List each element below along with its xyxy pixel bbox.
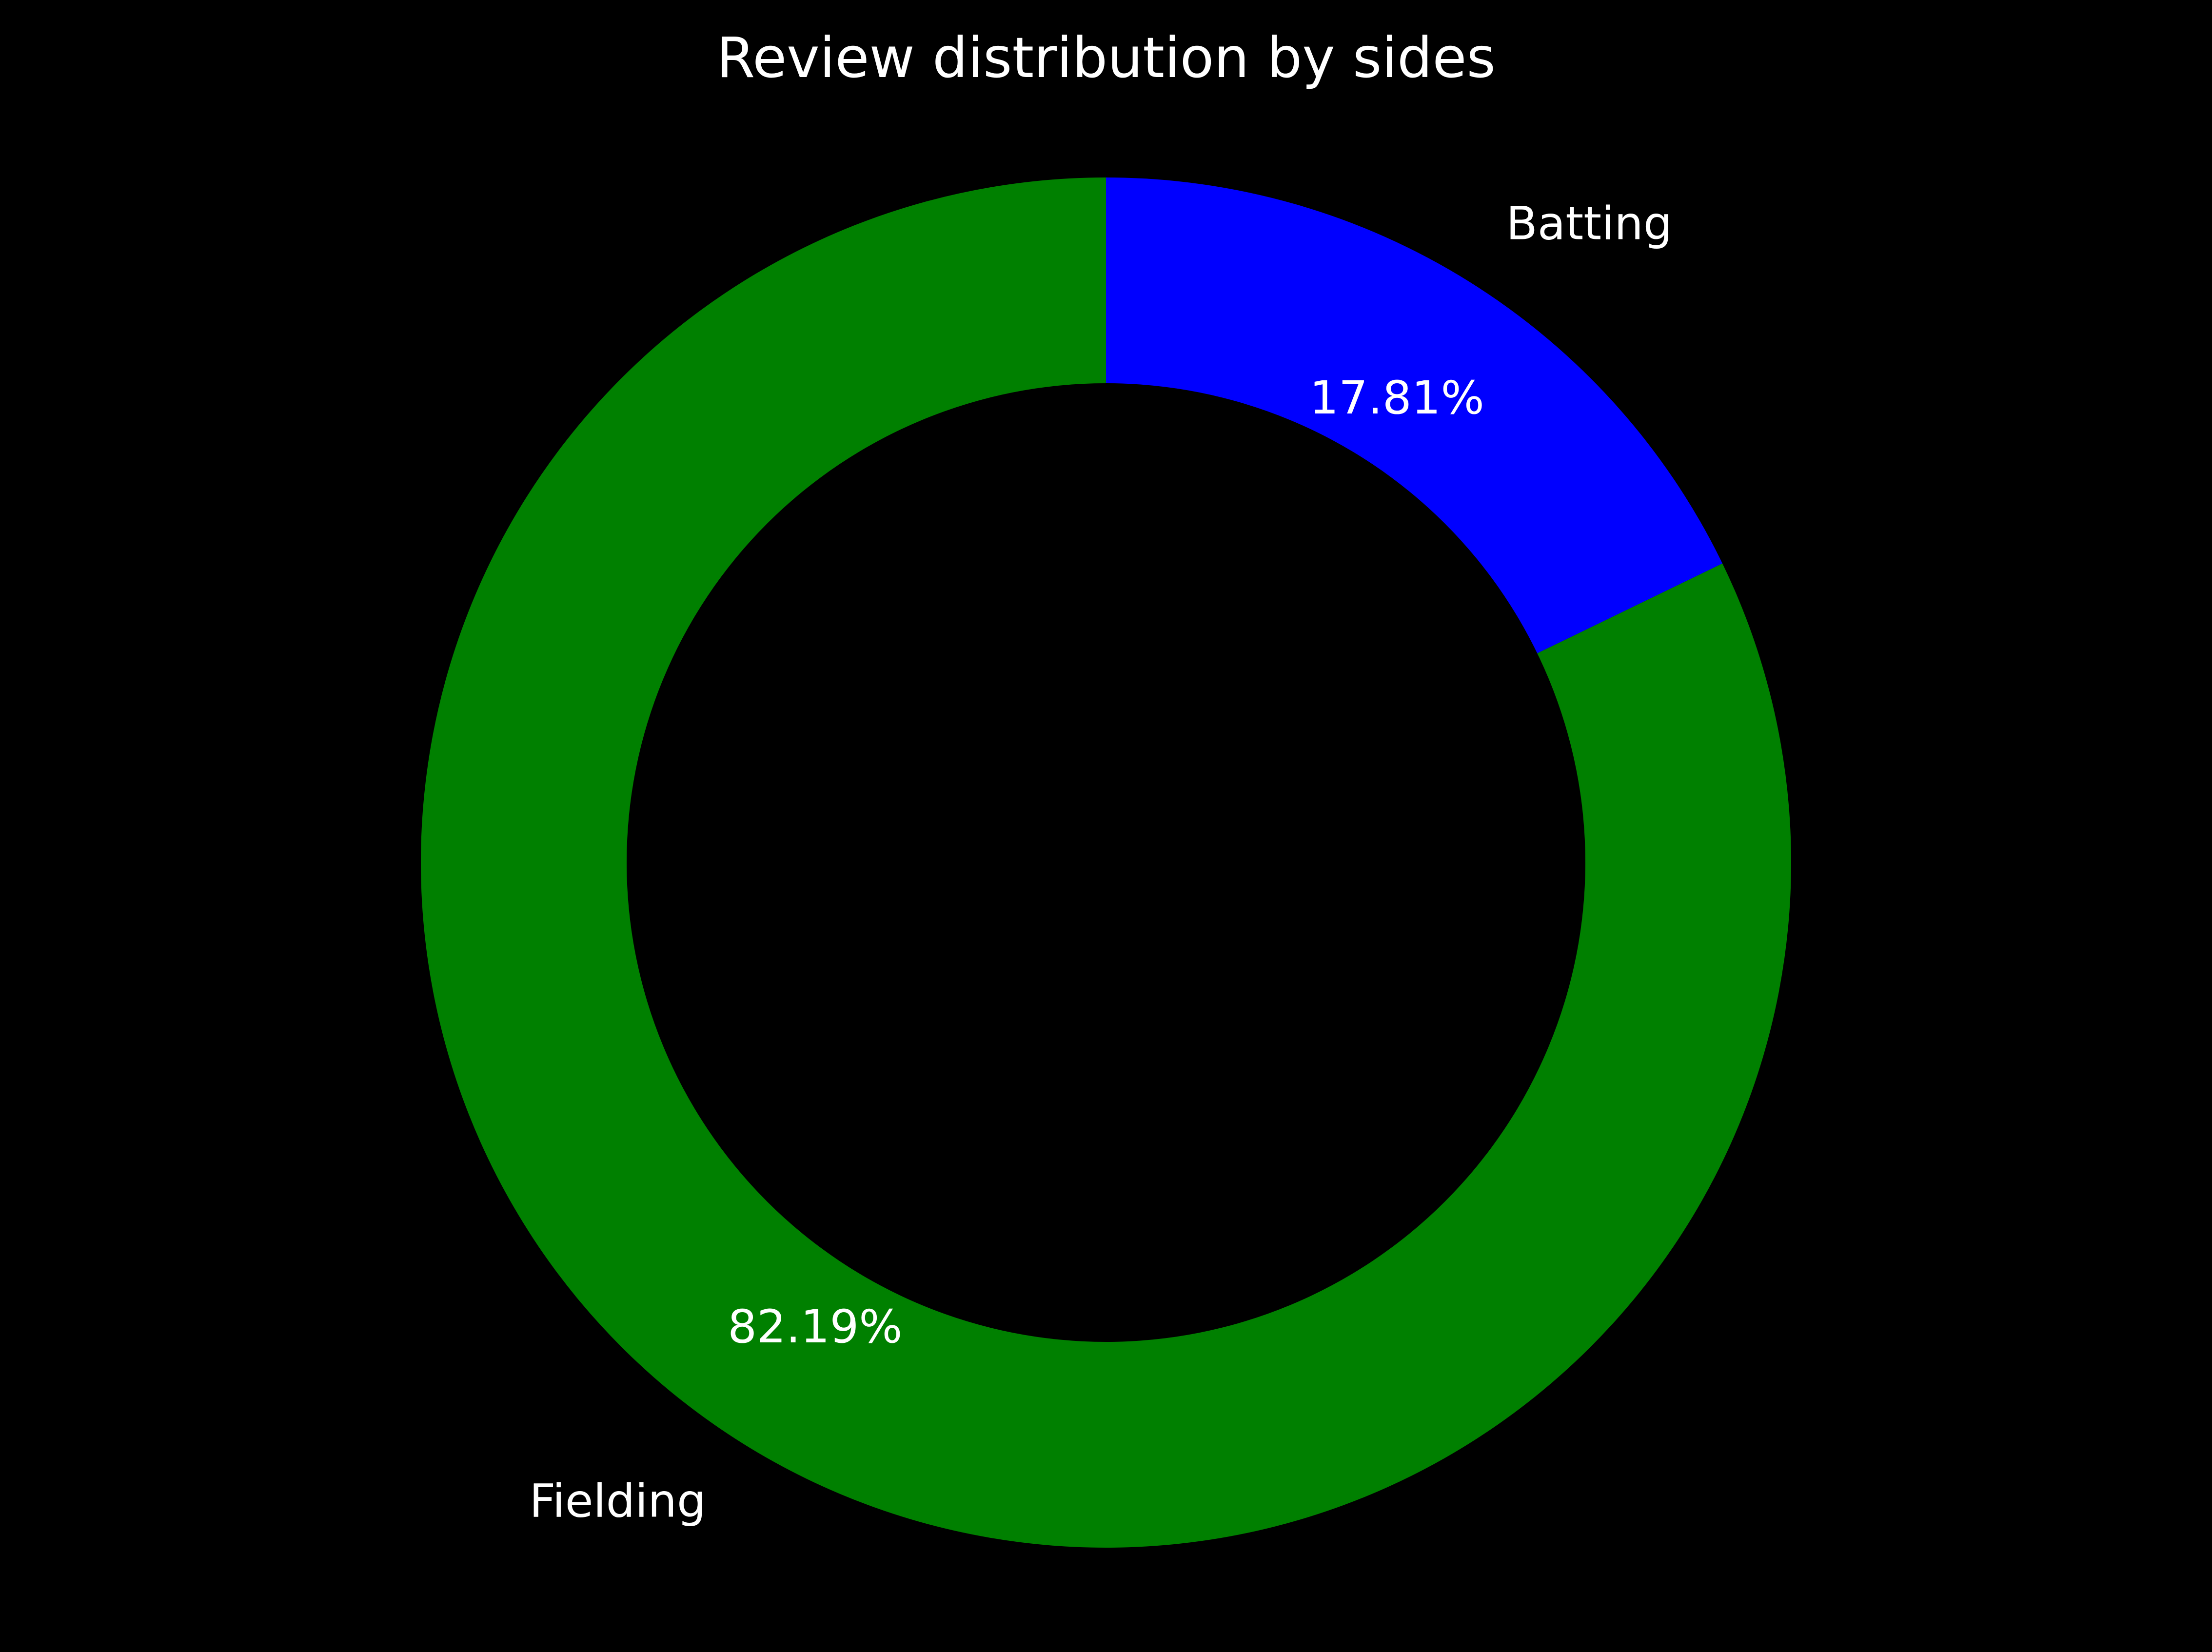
- slice-label-batting: Batting: [1506, 197, 1672, 251]
- pct-label-batting: 17.81%: [1309, 372, 1484, 425]
- donut-hole: [627, 383, 1585, 1342]
- slice-label-fielding: Fielding: [529, 1475, 706, 1528]
- pct-label-fielding: 82.19%: [728, 1300, 902, 1354]
- chart-title: Review distribution by sides: [716, 25, 1496, 90]
- labels-group: 17.81% Batting 82.19% Fielding: [529, 197, 1672, 1528]
